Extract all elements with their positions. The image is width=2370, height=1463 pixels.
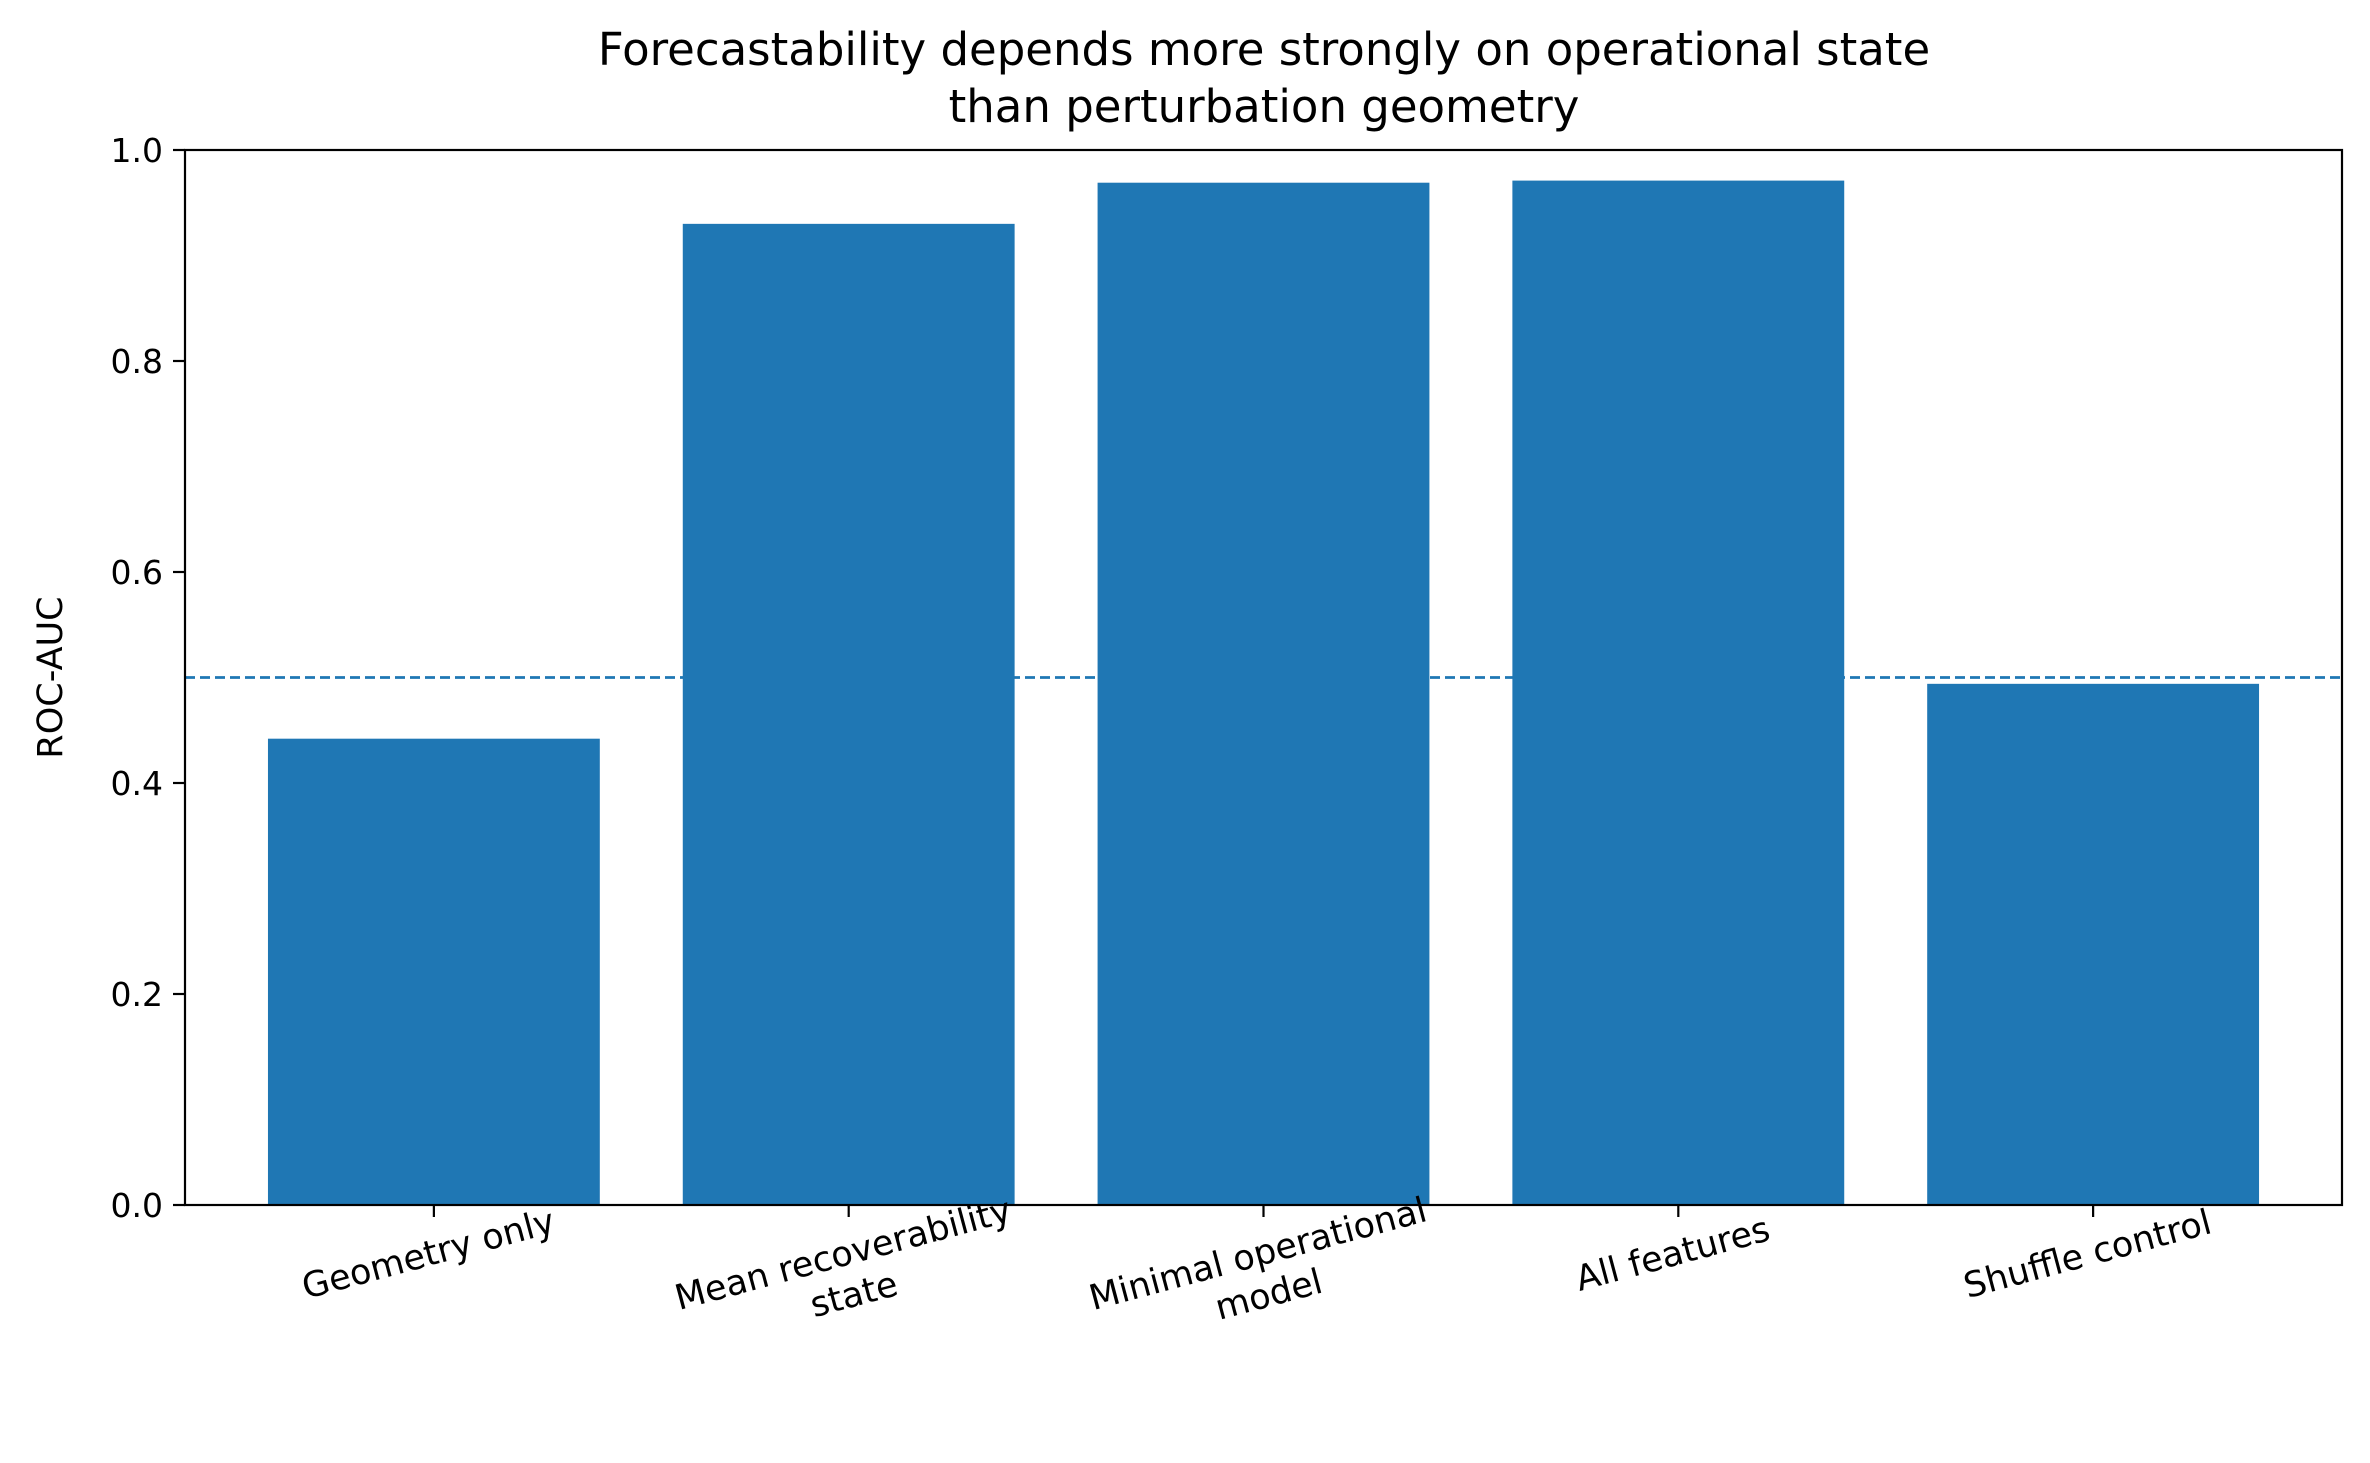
y-tick-label-4: 0.8 (111, 342, 163, 381)
y-tick-label-5: 1.0 (111, 131, 163, 170)
bar-2 (1097, 182, 1430, 1205)
bar-3 (1512, 180, 1845, 1206)
y-tick-label-3: 0.6 (111, 553, 163, 592)
x-tick-label-0: Geometry only (298, 1202, 559, 1308)
x-tick-label-0-line-0: Geometry only (298, 1202, 559, 1308)
x-tick-label-4-line-0: Shuffle control (1960, 1202, 2216, 1306)
chart-title-line-1: Forecastability depends more strongly on… (598, 23, 1930, 76)
x-tick-label-3: All features (1572, 1210, 1775, 1300)
y-axis: 0.0 0.2 0.4 0.6 0.8 1.0 (111, 131, 185, 1225)
bar-4 (1927, 683, 2260, 1205)
y-tick-label-2: 0.4 (111, 764, 163, 803)
y-tick-label-0: 0.0 (111, 1186, 163, 1225)
y-axis-label: ROC-AUC (31, 596, 71, 758)
bar-0 (267, 738, 600, 1205)
x-tick-label-4: Shuffle control (1960, 1202, 2216, 1306)
bar-1 (682, 223, 1015, 1206)
y-tick-label-1: 0.2 (111, 975, 163, 1014)
chart-title-line-2: than perturbation geometry (949, 80, 1580, 133)
chart-title: Forecastability depends more strongly on… (598, 23, 1930, 133)
x-tick-label-3-line-0: All features (1572, 1210, 1775, 1300)
x-axis: Geometry only Mean recoverabilitystate Min… (298, 1190, 2216, 1328)
bars-group (267, 180, 2260, 1206)
